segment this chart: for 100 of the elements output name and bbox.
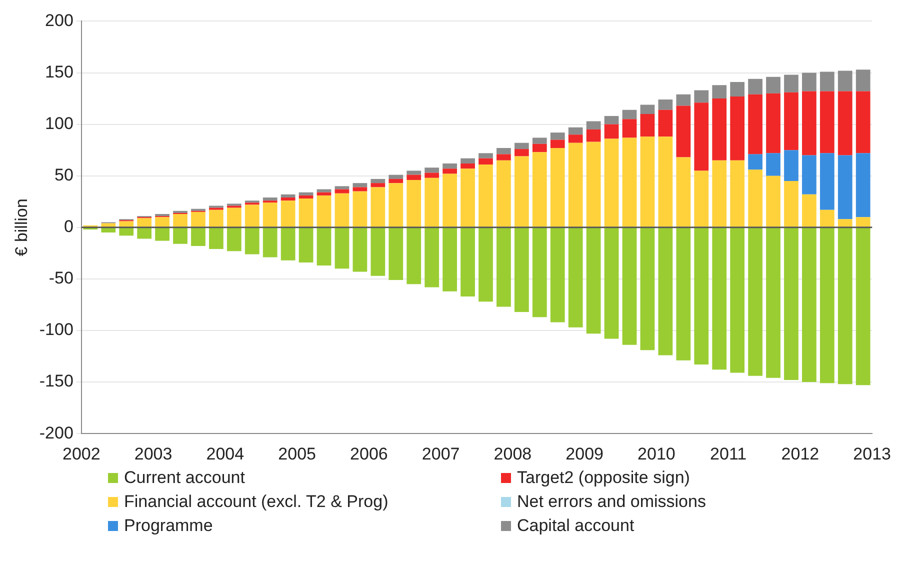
bar: [622, 119, 637, 138]
bar: [280, 198, 296, 201]
bar: [568, 142, 583, 227]
bar: [856, 70, 870, 92]
bar: [640, 136, 655, 227]
bar: [838, 91, 852, 156]
bar: [532, 138, 547, 144]
bar: [262, 198, 278, 201]
bar: [496, 228, 511, 307]
bar: [316, 189, 332, 192]
bar: [712, 228, 727, 370]
bar: [137, 228, 152, 239]
bar: [838, 219, 852, 227]
bar: [370, 187, 386, 227]
bar: [406, 174, 422, 180]
bar: [460, 158, 475, 164]
bar: [280, 194, 296, 198]
bar: [280, 200, 296, 227]
bar: [155, 217, 170, 227]
legend-label: Capital account: [517, 516, 634, 536]
x-tick-label: 2004: [206, 444, 244, 464]
bar: [676, 157, 691, 227]
x-tick-label: 2007: [422, 444, 460, 464]
bar: [370, 183, 386, 188]
bar: [262, 202, 278, 227]
bar: [820, 91, 834, 154]
bar: [586, 142, 601, 227]
bar: [856, 217, 870, 227]
bar: [640, 114, 655, 137]
bar: [496, 160, 511, 227]
x-tick-label: 2013: [853, 444, 892, 464]
bar: [334, 228, 350, 269]
legend-label: Target2 (opposite sign): [517, 468, 690, 488]
bar: [748, 78, 762, 94]
bar: [586, 121, 601, 130]
bar: [676, 228, 691, 360]
bar: [730, 96, 745, 160]
bar: [352, 183, 368, 188]
x-tick-label: 2002: [62, 444, 100, 464]
y-tick-label: 100: [45, 114, 74, 133]
bar: [406, 170, 422, 175]
bar: [730, 82, 745, 96]
bar: [622, 110, 637, 120]
bar: [838, 155, 852, 220]
bar: [298, 228, 314, 262]
bar: [604, 228, 619, 339]
legend-label: Programme: [124, 516, 213, 536]
bar: [802, 228, 816, 382]
bar: [388, 228, 404, 280]
bar: [496, 148, 511, 154]
bar: [676, 94, 691, 106]
bar: [442, 163, 457, 169]
bar: [748, 228, 762, 376]
bar: [226, 208, 242, 227]
y-tick-label: -50: [48, 268, 74, 288]
bar: [119, 221, 134, 227]
bar: [748, 154, 762, 170]
bar: [478, 158, 493, 165]
bar: [173, 228, 188, 244]
bar: [694, 228, 709, 365]
bar: [586, 228, 601, 334]
y-tick-label: 200: [45, 10, 74, 30]
bar: [820, 228, 834, 384]
bar: [802, 91, 816, 156]
bar: [316, 192, 332, 196]
legend-label: Net errors and omissions: [517, 492, 706, 512]
bar: [352, 187, 368, 192]
bar: [478, 153, 493, 158]
y-tick-label: 150: [45, 62, 74, 82]
bar: [820, 153, 834, 210]
bar: [442, 228, 457, 292]
bar: [640, 104, 655, 114]
bar: [460, 168, 475, 227]
bar: [550, 140, 565, 148]
bar: [442, 174, 457, 227]
bar: [244, 228, 260, 254]
bar: [334, 193, 350, 227]
bar: [604, 116, 619, 124]
bar: [514, 228, 529, 312]
bar: [586, 129, 601, 142]
bar: [766, 176, 780, 227]
bar: [622, 138, 637, 227]
bar: [388, 183, 404, 227]
bar: [658, 136, 673, 227]
bar: [694, 102, 709, 171]
bar: [514, 156, 529, 227]
bar: [766, 93, 780, 154]
y-tick-label: -150: [39, 372, 74, 391]
bar: [838, 70, 852, 92]
bar: [101, 228, 116, 233]
bar: [298, 195, 314, 199]
bar: [820, 72, 834, 92]
bar: [406, 180, 422, 227]
bar: [352, 228, 368, 272]
bar: [856, 91, 870, 154]
bar: [856, 153, 870, 218]
y-axis-title: € billion: [12, 198, 31, 256]
x-tick-label: 2009: [566, 444, 604, 464]
bar: [568, 228, 583, 328]
x-tick-label: 2006: [350, 444, 388, 464]
